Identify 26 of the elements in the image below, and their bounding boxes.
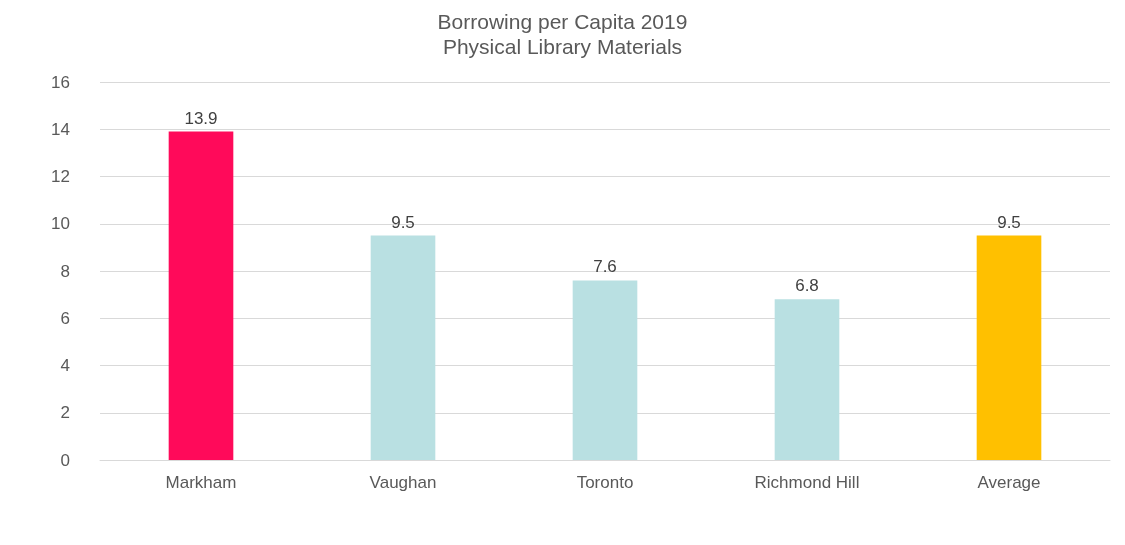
y-tick-label: 16: [51, 72, 70, 92]
y-tick-label: 2: [60, 403, 70, 423]
chart-title: Borrowing per Capita 2019: [437, 10, 688, 33]
data-label: 7.6: [593, 257, 617, 277]
y-tick-label: 14: [51, 119, 70, 139]
y-tick-label: 0: [60, 450, 70, 470]
x-tick-label: Vaughan: [369, 473, 437, 492]
y-tick-label: 8: [60, 261, 70, 281]
x-tick-label: Toronto: [576, 473, 634, 492]
bar: [774, 299, 840, 460]
data-label: 6.8: [795, 276, 819, 296]
y-tick-label: 12: [51, 167, 70, 186]
data-label: 9.5: [997, 212, 1021, 232]
x-tick-label: Richmond Hill: [754, 473, 860, 492]
data-label: 13.9: [184, 108, 218, 128]
data-label: 9.5: [391, 212, 415, 232]
x-tick-label: Average: [977, 473, 1041, 492]
y-tick-label: 6: [60, 308, 70, 328]
bar: [168, 131, 234, 460]
bar: [976, 235, 1042, 460]
bar: [572, 280, 638, 460]
chart-subtitle: Physical Library Materials: [442, 35, 683, 58]
x-tick-label: Markham: [165, 473, 237, 492]
y-tick-label: 4: [60, 356, 70, 375]
bar: [370, 235, 436, 460]
y-tick-label: 10: [51, 214, 70, 234]
